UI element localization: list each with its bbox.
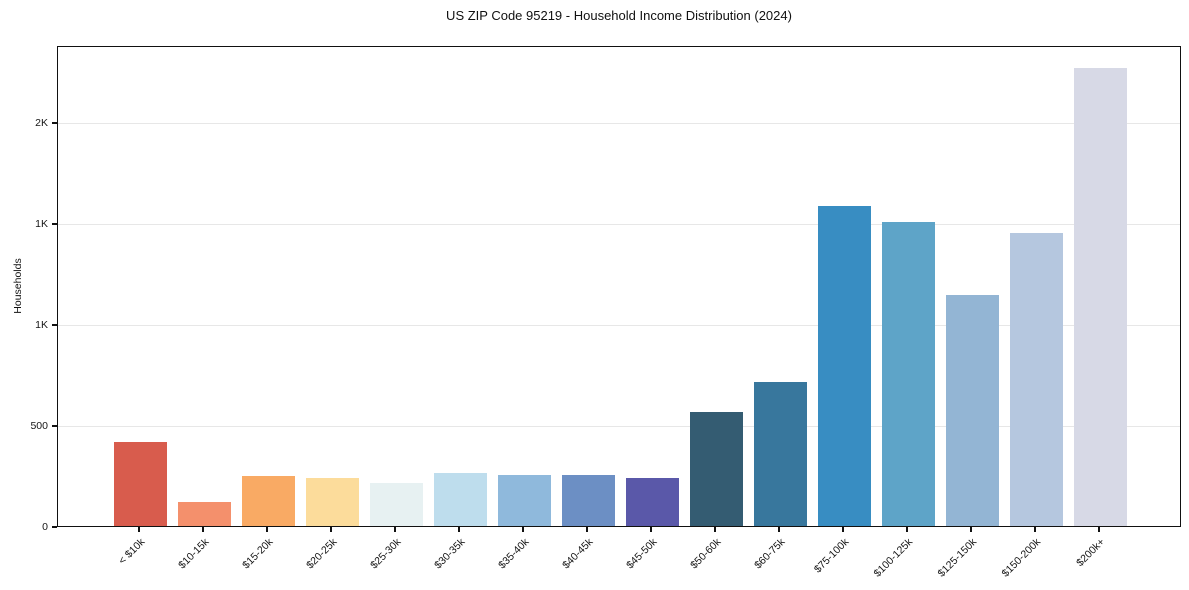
y-tick-label: 500 — [30, 419, 48, 432]
x-tick-mark — [970, 527, 972, 532]
bar — [689, 411, 743, 526]
x-tick-mark — [138, 527, 140, 532]
x-tick-mark — [586, 527, 588, 532]
x-tick-mark — [266, 527, 268, 532]
x-tick-mark — [906, 527, 908, 532]
x-tick-mark — [714, 527, 716, 532]
x-tick-label: $30-35k — [432, 536, 468, 572]
y-tick-mark — [52, 122, 57, 124]
y-axis-label: Households — [12, 258, 24, 314]
x-tick-label: $10-15k — [176, 536, 212, 572]
bar — [433, 472, 487, 526]
bar — [369, 482, 423, 526]
bar — [753, 381, 807, 526]
bar — [177, 502, 231, 526]
x-tick-mark — [394, 527, 396, 532]
y-tick-label: 1K — [35, 217, 48, 230]
bar — [241, 476, 295, 526]
x-tick-label: $25-30k — [368, 536, 404, 572]
bar — [945, 295, 999, 526]
plot-area — [57, 46, 1181, 527]
x-tick-label: $125-150k — [935, 536, 980, 580]
y-tick-mark — [52, 223, 57, 225]
x-tick-label: $20-25k — [304, 536, 340, 572]
x-tick-mark — [330, 527, 332, 532]
x-tick-label: $150-200k — [999, 536, 1044, 580]
x-tick-label: $200k+ — [1074, 536, 1108, 570]
x-tick-label: < $10k — [116, 536, 148, 567]
bar — [113, 442, 167, 526]
bar — [817, 206, 871, 526]
x-tick-label: $35-40k — [496, 536, 532, 572]
x-tick-mark — [842, 527, 844, 532]
x-tick-mark — [1098, 527, 1100, 532]
x-tick-label: $40-45k — [560, 536, 596, 572]
chart-title: US ZIP Code 95219 - Household Income Dis… — [446, 8, 792, 23]
y-tick-mark — [52, 526, 57, 528]
y-tick-mark — [52, 324, 57, 326]
x-tick-label: $100-125k — [871, 536, 916, 580]
x-tick-mark — [1034, 527, 1036, 532]
gridline — [58, 325, 1180, 327]
gridline — [58, 123, 1180, 125]
x-tick-label: $75-100k — [812, 536, 852, 576]
y-tick-label: 2K — [35, 116, 48, 129]
x-tick-mark — [650, 527, 652, 532]
bar — [1009, 232, 1063, 526]
bar — [305, 477, 359, 526]
gridline — [58, 224, 1180, 226]
gridline — [58, 426, 1180, 428]
x-tick-mark — [778, 527, 780, 532]
x-tick-mark — [202, 527, 204, 532]
x-tick-label: $15-20k — [240, 536, 276, 572]
x-tick-mark — [458, 527, 460, 532]
y-tick-label: 0 — [42, 521, 48, 533]
x-tick-label: $50-60k — [688, 536, 724, 572]
bar — [625, 477, 679, 526]
bar — [561, 475, 615, 526]
x-tick-label: $60-75k — [752, 536, 788, 572]
bar — [1073, 68, 1127, 526]
bar — [881, 221, 935, 526]
y-tick-mark — [52, 425, 57, 427]
bar — [497, 475, 551, 526]
x-tick-mark — [522, 527, 524, 532]
y-tick-label: 1K — [35, 318, 48, 331]
x-tick-label: $45-50k — [624, 536, 660, 572]
